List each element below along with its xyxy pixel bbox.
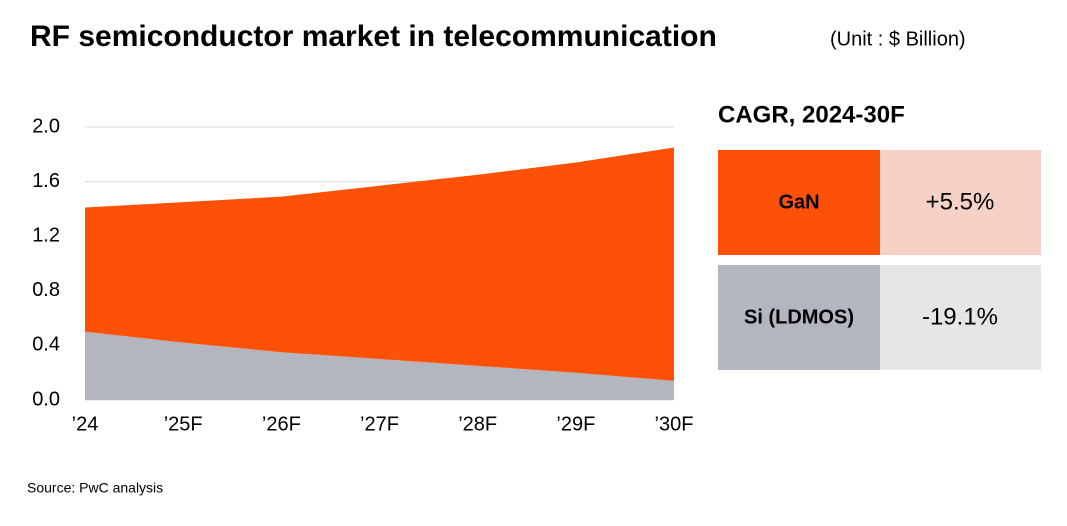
chart-title: RF semiconductor market in telecommunica…	[30, 20, 717, 53]
chart-subtitle: (Unit : $ Billion)	[830, 28, 966, 50]
cagr-value: -19.1%	[922, 303, 998, 330]
y-tick-label: 1.2	[32, 224, 60, 246]
x-tick-label: ’26F	[262, 413, 301, 435]
cagr-label-cell	[718, 265, 880, 370]
x-tick-label: ’24	[72, 413, 99, 435]
x-tick-label: ’27F	[360, 413, 399, 435]
cagr-value-cell	[880, 150, 1041, 255]
cagr-label: GaN	[778, 191, 819, 213]
x-tick-label: ’30F	[655, 413, 694, 435]
cagr-value: +5.5%	[926, 188, 995, 215]
cagr-value-cell	[880, 265, 1041, 370]
y-tick-label: 1.6	[32, 170, 60, 192]
x-tick-label: ’28F	[458, 413, 497, 435]
source: Source: PwC analysis	[27, 480, 163, 496]
cagr-title: CAGR, 2024-30F	[718, 101, 905, 128]
area	[85, 331, 674, 400]
cagr-label: Si (LDMOS)	[744, 306, 854, 328]
cagr-label-cell	[718, 150, 880, 255]
y-tick-label: 2.0	[32, 115, 60, 137]
area	[85, 147, 674, 381]
x-tick-label: ’29F	[556, 413, 595, 435]
x-tick-label: ’25F	[164, 413, 203, 435]
y-tick-label: 0.0	[32, 388, 60, 410]
y-tick-label: 0.4	[32, 334, 60, 356]
y-tick-label: 0.8	[32, 279, 60, 301]
